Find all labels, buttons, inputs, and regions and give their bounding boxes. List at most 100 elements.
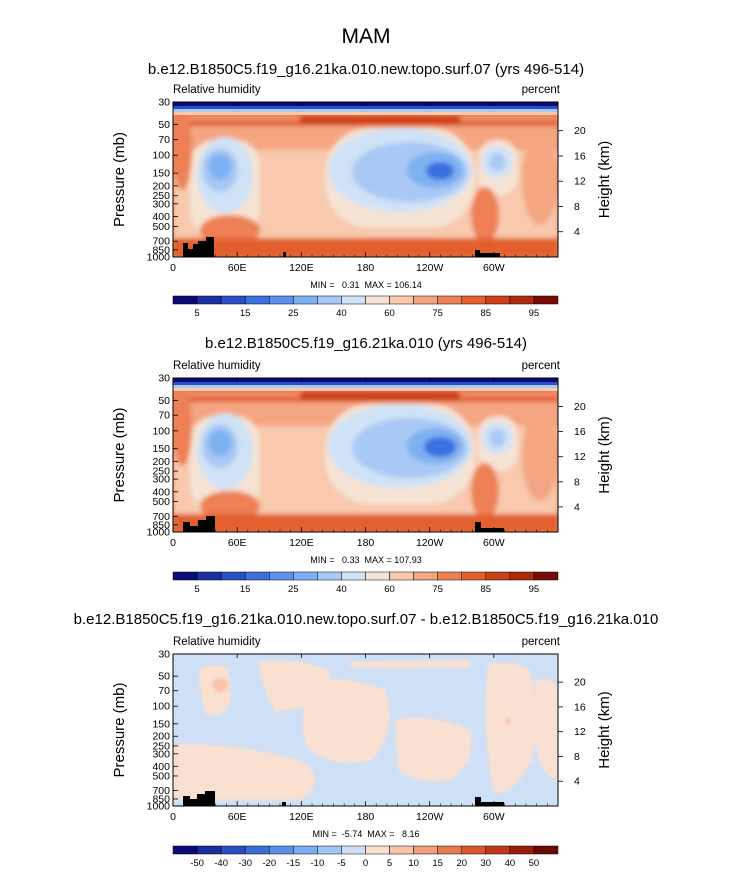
panel-2-colorbar-label: 75 <box>432 584 443 595</box>
panel-2-ytick-label: 200 <box>152 456 170 468</box>
panel-3-colorbar-label: 15 <box>432 858 443 869</box>
panel-2-colorbar-box <box>220 571 246 581</box>
panel-2-ytick-label: 50 <box>158 395 170 407</box>
panel-2-ytick-label: 700 <box>152 511 170 523</box>
panel-3-colorbar-box <box>341 845 366 855</box>
panel-2-height-tick-label: 4 <box>574 501 580 513</box>
panel-1-left-label: Relative humidity <box>173 84 261 96</box>
panel-1-ylabel: Pressure (mb) <box>111 132 128 227</box>
panel-3-colorbar-box <box>244 845 270 855</box>
panel-1-ytick-label: 400 <box>152 211 170 223</box>
panel-1-ytick-label: 250 <box>152 190 170 202</box>
panel-2-ytick-label: 100 <box>152 425 170 437</box>
panel-3-ytick-label: 300 <box>152 748 170 760</box>
panel-2-colorbar-box <box>341 571 366 581</box>
panel-3-left-label: Relative humidity <box>173 636 261 648</box>
panel-3-colorbar-label: -10 <box>311 858 325 869</box>
panel-2-colorbar-label: 15 <box>240 584 251 595</box>
panel-3-colorbar-label: -5 <box>337 858 345 869</box>
panel-2-colorbar-box <box>172 571 198 581</box>
panel-1-xtick-label: 180 <box>357 262 375 274</box>
panel-2-colorbar-box <box>485 571 511 581</box>
panel-3-height-tick-label: 4 <box>574 776 580 788</box>
panel-1-colorbar-box <box>220 295 246 305</box>
panel-1-colorbar-box <box>172 295 198 305</box>
panel-1-colorbar-box <box>317 295 342 305</box>
panel-2-xtick-label: 120E <box>289 537 314 549</box>
panel-3-ytick-label: 200 <box>152 731 170 743</box>
panel-1-colorbar-box <box>389 295 414 305</box>
panel-3-field <box>173 654 558 806</box>
panel-1-colorbar-box <box>485 295 511 305</box>
panel-2-colorbar-label: 40 <box>336 584 347 595</box>
panel-3-ytick-label: 1000 <box>147 801 171 813</box>
panel-1-colorbar-label: 85 <box>481 308 492 319</box>
panel-1-colorbar-label: 15 <box>240 308 251 319</box>
panel-2-xtick-label: 60W <box>483 537 505 549</box>
panel-1-ytick-label: 500 <box>152 221 170 233</box>
panel-2-colorbar-label: 5 <box>194 584 199 595</box>
panel-2-colorbar-box <box>461 571 487 581</box>
panel-2-ytick-label: 850 <box>152 519 170 531</box>
panel-2-colorbar-box <box>437 571 462 581</box>
panel-2-ytick-label: 150 <box>152 443 170 455</box>
panel-1-ytick-label: 200 <box>152 180 170 192</box>
panel-3-colorbar-box <box>365 845 390 855</box>
panel-1-ytick-label: 300 <box>152 198 170 210</box>
panel-3-ytick-label: 250 <box>152 740 170 752</box>
panel-3-stats: MIN = -5.74 MAX = 8.16 <box>312 829 419 839</box>
panel-3-colorbar-label: 10 <box>408 858 419 869</box>
panel-3-height-tick-label: 16 <box>574 701 586 713</box>
panel-3-xtick-label: 60E <box>228 811 247 823</box>
panel-2-height-tick-label: 12 <box>574 451 586 463</box>
panel-1-colorbar-box <box>533 295 559 305</box>
panel-3-colorbar-label: 5 <box>387 858 392 869</box>
panel-3-xtick-label: 120W <box>416 811 444 823</box>
panel-2-colorbar-box <box>413 571 438 581</box>
panel-2-ytick-label: 250 <box>152 466 170 478</box>
panel-2-colorbar-box <box>533 571 559 581</box>
panel-2-field <box>173 378 558 532</box>
panel-3-colorbar-label: -20 <box>262 858 276 869</box>
panel-1-colorbar-box <box>509 295 535 305</box>
panel-1-ytick-label: 700 <box>152 236 170 248</box>
panel-1-ytick-label: 1000 <box>147 252 171 264</box>
panel-3-ytick-label: 30 <box>158 649 170 661</box>
panel-3-colorbar-label: 0 <box>363 858 368 869</box>
panel-2-xtick-label: 180 <box>357 537 375 549</box>
panel-2-ytick-label: 1000 <box>147 527 171 539</box>
panel-1-xtick-label: 120E <box>289 262 314 274</box>
panel-1-height-tick-label: 8 <box>574 201 580 213</box>
panel-2-colorbar-box <box>269 571 294 581</box>
panel-2-ytick-label: 500 <box>152 496 170 508</box>
panel-3-colorbar-box <box>413 845 438 855</box>
panel-3-ylabel-right: Height (km) <box>596 691 613 769</box>
panel-3-colorbar-label: 50 <box>529 858 540 869</box>
panel-2-ytick-label: 400 <box>152 486 170 498</box>
panel-3-colorbar-box <box>437 845 462 855</box>
panel-1-ytick-label: 30 <box>158 97 170 109</box>
panel-2-height-tick-label: 16 <box>574 426 586 438</box>
panel-3-title: b.e12.B1850C5.f19_g16.21ka.010.new.topo.… <box>74 611 659 628</box>
panel-2-colorbar-box <box>196 571 222 581</box>
panel-3-ylabel: Pressure (mb) <box>111 682 128 777</box>
panel-3-colorbar-box <box>196 845 222 855</box>
panel-3-colorbar-box <box>269 845 294 855</box>
panel-2-ylabel: Pressure (mb) <box>111 407 128 502</box>
panel-1-colorbar-box <box>365 295 390 305</box>
panel-2-right-label: percent <box>522 360 561 372</box>
panel-3-ytick-label: 100 <box>152 701 170 713</box>
panel-1-colorbar-box <box>461 295 487 305</box>
panel-3-ytick-label: 150 <box>152 718 170 730</box>
panel-2-colorbar-box <box>509 571 535 581</box>
panel-1-height-tick-label: 16 <box>574 150 586 162</box>
panel-3-colorbar-box <box>293 845 318 855</box>
panel-3-height-tick-label: 20 <box>574 677 586 689</box>
panel-3-xtick-label: 0 <box>170 811 176 823</box>
panel-3-colorbar-box <box>533 845 559 855</box>
panel-3-colorbar-box <box>485 845 511 855</box>
panel-1-ytick-label: 150 <box>152 168 170 180</box>
panel-3-colorbar-label: 30 <box>481 858 492 869</box>
panel-3-colorbar-box <box>317 845 342 855</box>
